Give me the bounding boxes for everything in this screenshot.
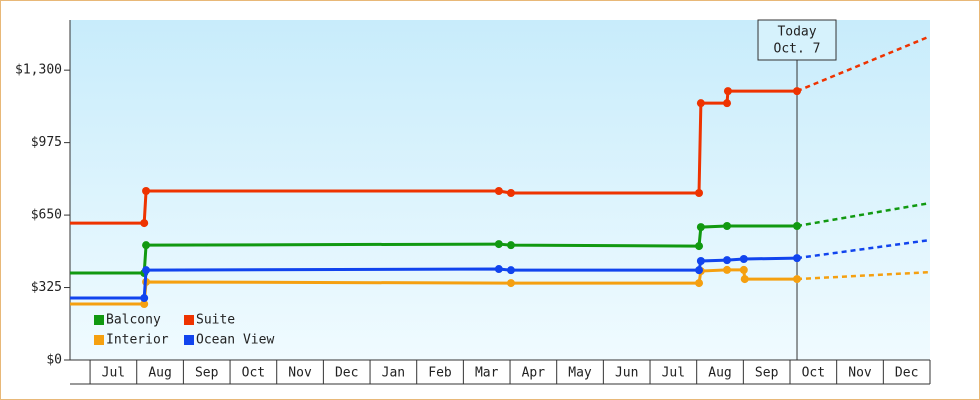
point: [506, 189, 515, 198]
x-tick-label: Jul: [102, 366, 125, 381]
legend-swatch: [94, 315, 104, 325]
point: [506, 266, 515, 275]
x-tick-label: Apr: [522, 366, 546, 381]
y-tick-label: $1,300: [15, 63, 62, 78]
x-tick-label: Aug: [708, 366, 731, 381]
point: [723, 87, 732, 96]
point: [739, 255, 748, 264]
x-tick-label: Feb: [428, 366, 452, 381]
y-tick-label: $975: [31, 135, 62, 150]
point: [494, 240, 503, 249]
point: [494, 265, 503, 274]
point: [140, 300, 149, 309]
point: [494, 187, 503, 196]
point: [506, 241, 515, 250]
forecast-line: [796, 238, 931, 260]
point: [740, 275, 749, 284]
today-date: Oct. 7: [774, 42, 821, 57]
series-line: [70, 256, 798, 300]
point: [723, 99, 732, 108]
x-tick-label: Oct: [802, 366, 825, 381]
x-tick-label: Nov: [288, 366, 312, 381]
legend-label: Interior: [106, 333, 169, 348]
point: [723, 265, 732, 274]
forecast-line: [796, 35, 931, 93]
y-tick-label: $0: [46, 353, 62, 368]
legend-swatch: [184, 335, 194, 345]
x-tick-label: Jun: [615, 366, 638, 381]
point: [696, 223, 705, 232]
x-tick-label: Sep: [195, 366, 219, 381]
point: [793, 87, 802, 96]
x-tick-label: Dec: [335, 366, 358, 381]
legend-swatch: [184, 315, 194, 325]
x-tick-label: Oct: [242, 366, 265, 381]
x-tick-label: Jan: [382, 366, 405, 381]
point: [793, 275, 802, 284]
x-tick-label: May: [568, 366, 592, 381]
point: [140, 219, 149, 228]
point: [696, 257, 705, 266]
series-line: [70, 89, 798, 225]
y-tick-label: $325: [31, 280, 62, 295]
point: [140, 294, 149, 303]
forecast-line: [796, 270, 931, 281]
point: [506, 279, 515, 288]
point: [142, 241, 151, 250]
point: [695, 189, 704, 198]
y-tick-label: $650: [31, 208, 62, 223]
x-tick-label: Mar: [475, 366, 499, 381]
point: [793, 254, 802, 263]
x-tick-label: Dec: [895, 366, 918, 381]
legend-label: Balcony: [106, 313, 161, 328]
point: [142, 266, 151, 275]
point: [696, 99, 705, 108]
today-label: Today: [777, 25, 816, 40]
point: [695, 242, 704, 251]
point: [695, 279, 704, 288]
point: [739, 265, 748, 274]
point: [142, 187, 151, 196]
point: [723, 222, 732, 231]
today-box: [757, 19, 837, 61]
x-tick-label: Nov: [848, 366, 872, 381]
forecast-line: [796, 201, 931, 228]
point: [793, 222, 802, 231]
legend-swatch: [94, 335, 104, 345]
legend-label: Ocean View: [196, 333, 274, 348]
x-tick-label: Jul: [662, 366, 685, 381]
point: [723, 256, 732, 265]
point: [695, 266, 704, 275]
x-tick-label: Aug: [148, 366, 171, 381]
legend-label: Suite: [196, 313, 235, 328]
x-tick-label: Sep: [755, 366, 779, 381]
